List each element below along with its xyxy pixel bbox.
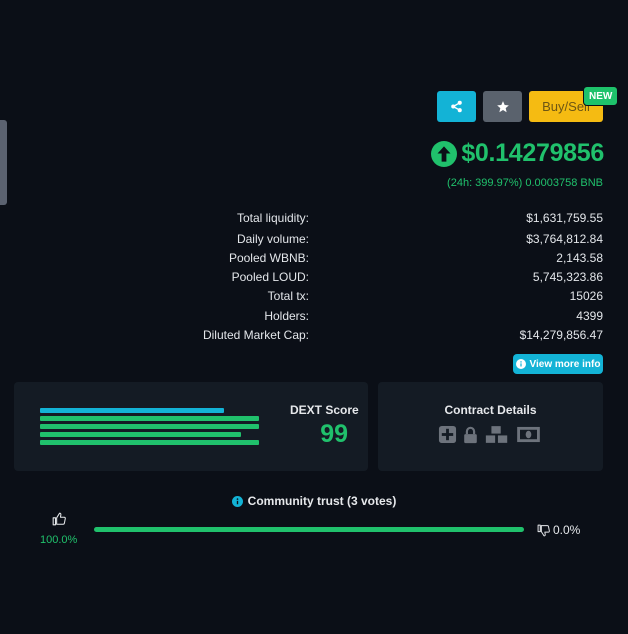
- stat-row: Pooled LOUD: 5,745,323.86: [0, 270, 628, 289]
- stat-value: 2,143.58: [556, 251, 603, 265]
- new-badge: NEW: [583, 86, 619, 106]
- stat-row: Diluted Market Cap: $14,279,856.47: [0, 328, 628, 347]
- cubes-icon: [485, 426, 508, 443]
- price-change: (24h: 399.97%) 0.0003758 BNB: [447, 177, 603, 189]
- view-more-info-label: View more info: [529, 358, 601, 370]
- community-trust-label: Community trust (3 votes): [247, 494, 397, 508]
- plus-square-icon: [438, 425, 457, 444]
- lock-icon: [464, 426, 477, 443]
- thumbs-up-icon: [52, 512, 66, 526]
- stat-label: Pooled WBNB:: [228, 251, 309, 265]
- score-bar: [40, 408, 224, 413]
- share-icon: [451, 100, 462, 113]
- star-icon: [496, 100, 509, 112]
- downvote-percentage: 0.0%: [553, 523, 581, 537]
- arrow-up-circle-icon: [431, 140, 458, 167]
- thumbs-down-icon: [537, 524, 550, 536]
- dext-score-label: DEXT Score: [290, 403, 359, 417]
- dext-score-value: 99: [320, 420, 348, 448]
- stat-row: Pooled WBNB: 2,143.58: [0, 251, 628, 270]
- info-icon: [231, 495, 243, 507]
- stat-value: 5,745,323.86: [532, 270, 603, 284]
- stat-row: Daily volume: $3,764,812.84: [0, 232, 628, 251]
- stat-label: Holders:: [264, 309, 309, 323]
- share-button[interactable]: [437, 91, 476, 122]
- stat-value: $3,764,812.84: [526, 232, 603, 246]
- buy-sell-label: Buy/Sell: [542, 99, 590, 114]
- stat-row: Total tx: 15026: [0, 289, 628, 308]
- price-display: $0.14279856: [431, 139, 604, 168]
- scrollbar-handle[interactable]: [0, 120, 7, 205]
- money-bill-icon: [517, 426, 540, 443]
- token-price: $0.14279856: [461, 139, 604, 167]
- stat-value: $14,279,856.47: [519, 328, 603, 342]
- stat-value: $1,631,759.55: [526, 211, 603, 225]
- contract-icons: [438, 425, 541, 444]
- score-bar: [40, 432, 241, 437]
- score-bar: [40, 416, 259, 421]
- contract-details-title: Contract Details: [444, 403, 537, 417]
- score-bar: [40, 440, 259, 445]
- community-trust-title: Community trust (3 votes): [0, 494, 628, 508]
- stat-row: Holders: 4399: [0, 309, 628, 328]
- stat-label: Pooled LOUD:: [231, 270, 309, 284]
- view-more-info-button[interactable]: View more info: [513, 354, 603, 374]
- info-icon: [515, 359, 526, 369]
- stat-value: 15026: [569, 289, 603, 303]
- stat-label: Total tx:: [267, 289, 309, 303]
- stat-label: Total liquidity:: [236, 211, 309, 225]
- thumbs-up-button[interactable]: [52, 512, 66, 531]
- stat-row: Total liquidity: $1,631,759.55: [0, 211, 628, 230]
- stat-value: 4399: [576, 309, 603, 323]
- upvote-percentage: 100.0%: [40, 534, 78, 546]
- stat-label: Diluted Market Cap:: [202, 328, 309, 342]
- score-bar: [40, 424, 259, 429]
- favorite-button[interactable]: [483, 91, 522, 122]
- contract-details-card[interactable]: Contract Details: [378, 382, 603, 471]
- stat-label: Daily volume:: [236, 232, 309, 246]
- dext-score-card[interactable]: DEXT Score 99: [14, 382, 368, 471]
- buy-sell-button[interactable]: Buy/Sell: [529, 91, 603, 122]
- thumbs-down-button[interactable]: 0.0%: [537, 523, 580, 537]
- trust-progress-bar: [94, 527, 524, 532]
